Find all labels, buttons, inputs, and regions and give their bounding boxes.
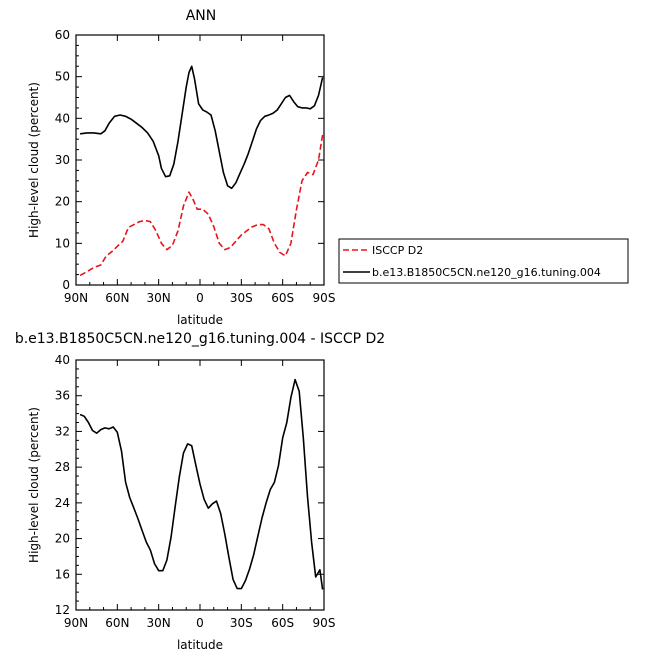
chart-bottom-ylabel: High-level cloud (percent)	[27, 407, 41, 563]
chart-top-series	[79, 65, 324, 277]
legend: ISCCP D2 b.e13.B1850C5CN.ne120_g16.tunin…	[338, 238, 629, 284]
legend-label-model: b.e13.B1850C5CN.ne120_g16.tuning.004	[372, 266, 601, 279]
chart-bottom-x-tick-label: 30S	[230, 616, 253, 630]
chart-top-x-tick-label: 60S	[271, 291, 294, 305]
chart-top-y-tick-label: 20	[55, 195, 70, 209]
chart-top-y-tick-label: 60	[55, 28, 70, 42]
chart-top-x-tick-label: 90N	[64, 291, 88, 305]
chart-top-y-tick-label: 50	[55, 70, 70, 84]
chart-bottom-x-tick-label: 60S	[271, 616, 294, 630]
legend-box	[338, 238, 629, 284]
chart-top-y-tick-label: 30	[55, 153, 70, 167]
chart-bottom-x-tick-label: 0	[196, 616, 204, 630]
chart-bottom-y-tick-label: 12	[55, 603, 70, 617]
chart-top: ANN 90N 60N 30N 0 30S 60S 90S 0 10 20 30 40 50 60 lat…	[27, 8, 335, 327]
chart-top-x-tick-label: 90S	[313, 291, 336, 305]
chart-top-x-tick-label: 30N	[147, 291, 171, 305]
chart-bottom-title: b.e13.B1850C5CN.ne120_g16.tuning.004 - I…	[15, 331, 385, 347]
chart-bottom-x-tick-label: 90S	[313, 616, 336, 630]
chart-bottom-x-tick-label: 90N	[64, 616, 88, 630]
chart-top-xlabel: latitude	[177, 313, 223, 327]
chart-bottom-y-tick-label: 40	[55, 353, 70, 367]
chart-top-title: ANN	[186, 8, 217, 24]
chart-bottom-x-tick-label: 30N	[147, 616, 171, 630]
chart-bottom-y-tick-label: 32	[55, 424, 70, 438]
chart-top-ylabel: High-level cloud (percent)	[27, 82, 41, 238]
chart-top-ticks: 90N 60N 30N 0 30S 60S 90S 0 10 20 30 40 50 60	[55, 28, 336, 305]
chart-bottom-xlabel: latitude	[177, 638, 223, 652]
chart-top-y-tick-label: 0	[62, 278, 70, 292]
chart-top-plot-area	[75, 34, 325, 286]
chart-top-series-line-1	[79, 65, 324, 190]
chart-top-x-tick-label: 30S	[230, 291, 253, 305]
chart-top-y-tick-label: 10	[55, 236, 70, 250]
chart-bottom-y-tick-label: 28	[55, 460, 70, 474]
chart-bottom-x-tick-label: 60N	[105, 616, 129, 630]
chart-bottom-y-tick-label: 16	[55, 567, 70, 581]
chart-bottom-ticks: 90N 60N 30N 0 30S 60S 90S 12 16 20 24 28 32 36 40	[55, 353, 336, 630]
chart-top-y-tick-label: 40	[55, 111, 70, 125]
chart-bottom-y-tick-label: 24	[55, 496, 70, 510]
chart-top-x-tick-label: 60N	[105, 291, 129, 305]
chart-bottom-y-tick-label: 36	[55, 389, 70, 403]
chart-bottom: b.e13.B1850C5CN.ne120_g16.tuning.004 - I…	[15, 331, 385, 652]
chart-top-x-tick-label: 0	[196, 291, 204, 305]
chart-bottom-series	[79, 378, 324, 590]
chart-bottom-y-tick-label: 20	[55, 532, 70, 546]
chart-top-series-line-0	[79, 134, 324, 277]
chart-bottom-series-line-0	[79, 378, 324, 590]
legend-label-isccp: ISCCP D2	[372, 244, 423, 257]
